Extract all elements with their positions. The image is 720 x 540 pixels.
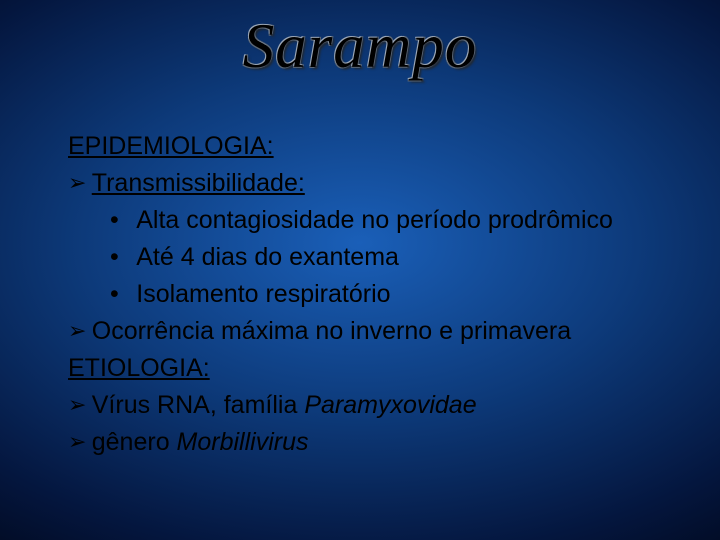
arrow-icon (68, 313, 92, 350)
item-transmissibilidade: Transmissibilidade: (92, 169, 305, 197)
section-heading: EPIDEMIOLOGIA: (68, 128, 680, 165)
bullet-icon (110, 239, 136, 276)
arrow-icon (68, 424, 92, 461)
bullet-text: Isolamento respiratório (136, 280, 390, 308)
arrow-icon (68, 165, 92, 202)
slide-title: Sarampo (0, 10, 720, 83)
arrow-item: Vírus RNA, família Paramyxovidae (68, 387, 680, 424)
item-ocorrencia: Ocorrência máxima no inverno e primavera (92, 317, 571, 345)
arrow-item: Ocorrência máxima no inverno e primavera (68, 313, 680, 350)
bullet-icon (110, 202, 136, 239)
bullet-item: Isolamento respiratório (68, 276, 680, 313)
slide-body: EPIDEMIOLOGIA: Transmissibilidade: Alta … (68, 128, 680, 461)
heading-etiologia: ETIOLOGIA: (68, 354, 210, 382)
item-genero-ital: Morbillivirus (177, 428, 309, 456)
bullet-item: Até 4 dias do exantema (68, 239, 680, 276)
bullet-item: Alta contagiosidade no período prodrômic… (68, 202, 680, 239)
item-virus-pre: Vírus RNA, família (92, 391, 305, 419)
bullet-icon (110, 276, 136, 313)
arrow-item: gênero Morbillivirus (68, 424, 680, 461)
section-heading: ETIOLOGIA: (68, 350, 680, 387)
item-genero-pre: gênero (92, 428, 177, 456)
arrow-item: Transmissibilidade: (68, 165, 680, 202)
item-virus-ital: Paramyxovidae (304, 391, 476, 419)
heading-epidemiologia: EPIDEMIOLOGIA: (68, 132, 274, 160)
arrow-icon (68, 387, 92, 424)
bullet-text: Até 4 dias do exantema (136, 243, 399, 271)
bullet-text: Alta contagiosidade no período prodrômic… (136, 206, 613, 234)
